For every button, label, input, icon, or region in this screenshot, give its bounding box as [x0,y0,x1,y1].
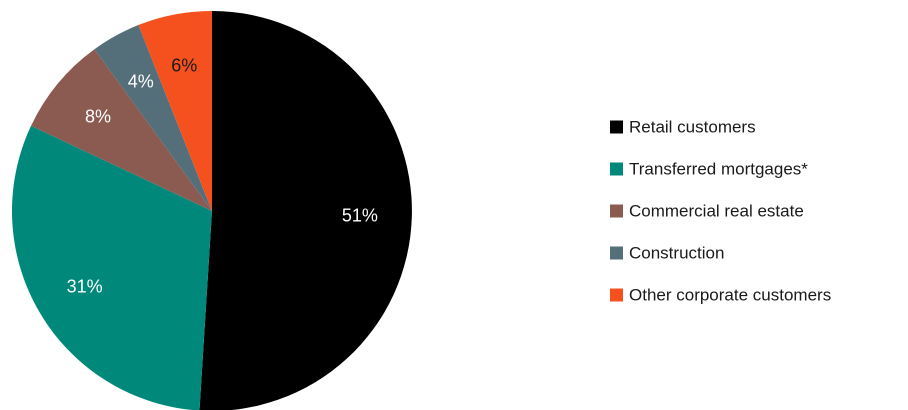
pie-slice-construction [94,25,212,211]
slice-value-label: 6% [171,56,197,76]
legend: Retail customers Transferred mortgages* Co… [610,118,831,305]
legend-swatch [610,204,623,218]
slice-value-label: 51% [342,206,378,226]
legend-item: Construction [610,244,724,263]
slice-value-label: 8% [85,107,111,127]
legend-label: Commercial real estate [629,202,804,221]
pie-slice-labels: 51% 31% 8% 4% 6% [67,56,378,297]
legend-swatch [610,288,623,302]
legend-item: Retail customers [610,118,756,137]
slice-value-label: 4% [128,71,154,91]
legend-label: Other corporate customers [629,286,831,305]
pie-slice-other-corporate-customers [138,11,212,211]
pie-slice-transferred-mortgages [12,125,212,410]
legend-item: Transferred mortgages* [610,160,808,179]
legend-item: Commercial real estate [610,202,804,221]
slice-value-label: 31% [67,276,103,296]
legend-swatch [610,120,623,134]
legend-swatch [610,246,623,260]
legend-label: Retail customers [629,118,756,137]
pie-slices [12,11,412,410]
legend-label: Construction [629,244,724,263]
pie-slice-commercial-real-estate [31,49,213,212]
legend-label: Transferred mortgages* [629,160,808,179]
legend-item: Other corporate customers [610,286,831,305]
legend-swatch [610,162,623,176]
pie-slice-retail-customers [199,11,412,410]
